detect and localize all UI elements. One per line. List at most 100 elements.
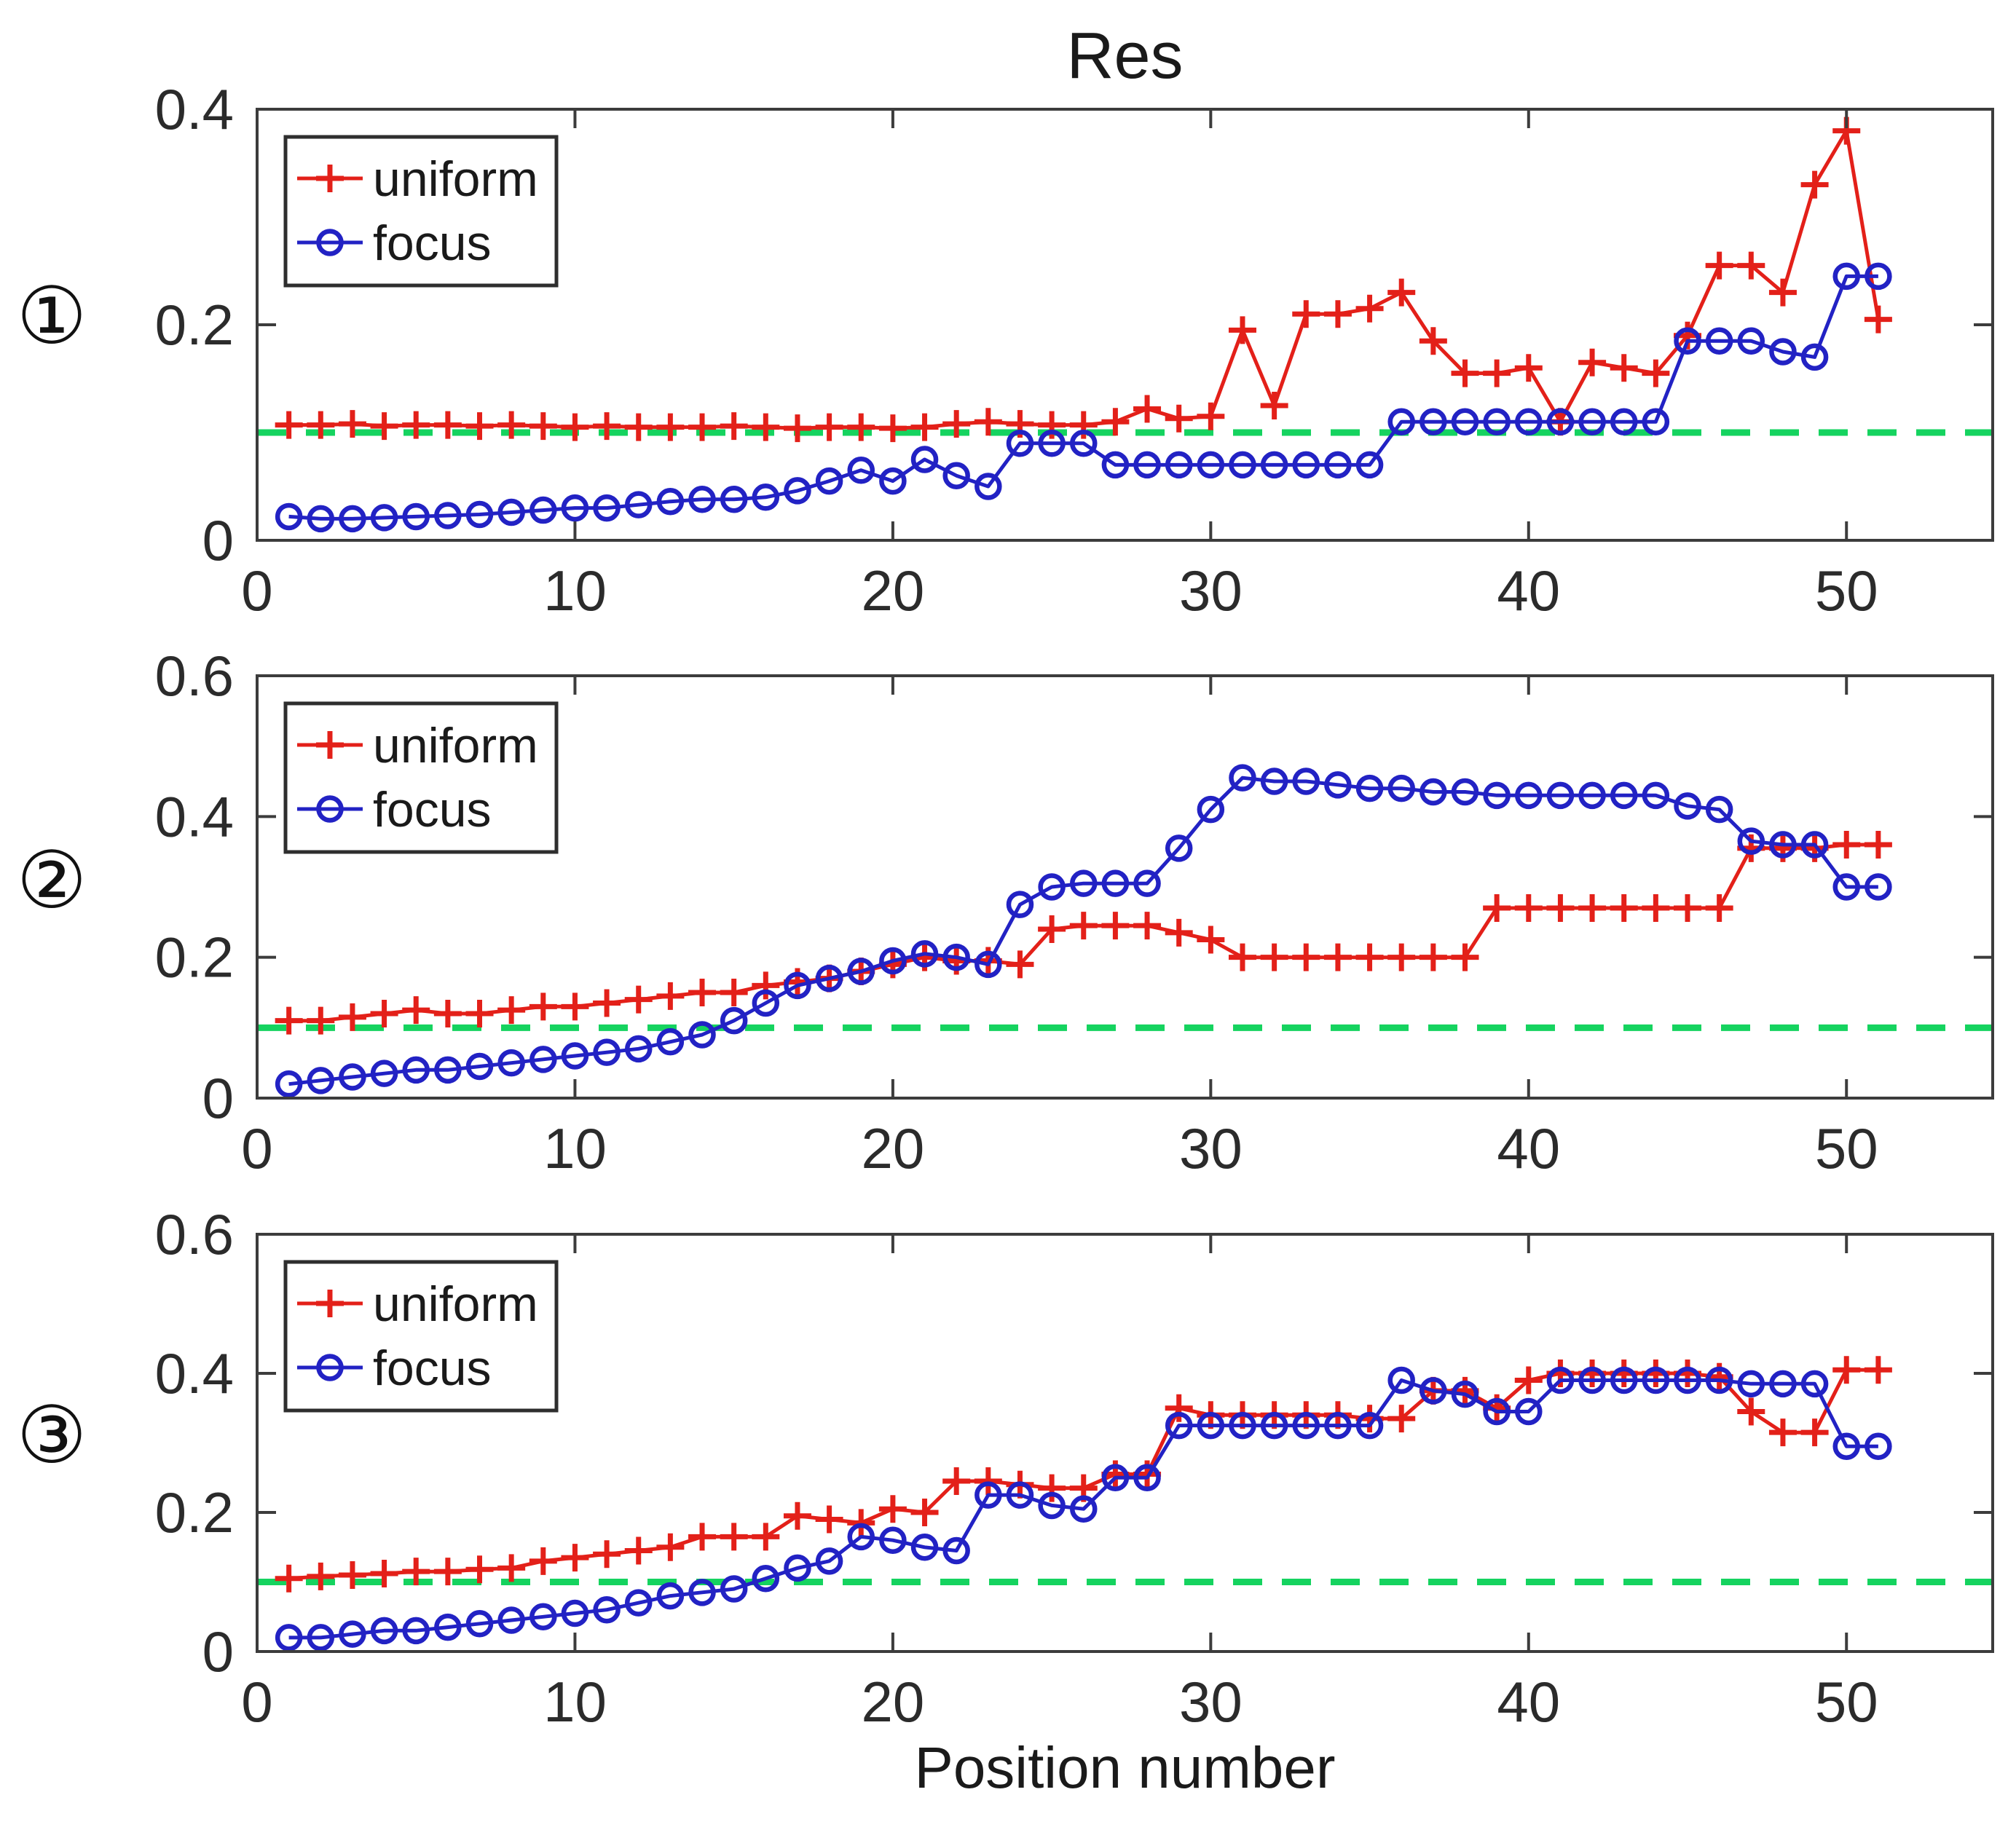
- circle-marker: [688, 1579, 716, 1606]
- circle-marker: [593, 1595, 621, 1624]
- circle-marker: [275, 502, 303, 531]
- circle-marker: [307, 505, 335, 533]
- circle-marker: [1324, 1411, 1352, 1440]
- circle-marker: [1006, 1481, 1034, 1509]
- circle-marker: [1420, 408, 1447, 435]
- uniform-series: [275, 831, 1892, 1035]
- y-tick-label: 0.6: [155, 1202, 234, 1266]
- circle-marker: [1546, 1366, 1575, 1394]
- x-tick-label: 50: [1815, 1670, 1878, 1734]
- circle-marker: [1737, 1370, 1765, 1398]
- circle-marker: [784, 1554, 811, 1582]
- circle-marker: [1610, 781, 1638, 810]
- circle-marker: [1229, 764, 1256, 792]
- circle-marker: [593, 1038, 621, 1066]
- x-tick-label: 20: [862, 1670, 925, 1734]
- focus-series: [275, 1366, 1892, 1652]
- circle-marker: [1610, 408, 1638, 435]
- y-tick-label: 0.4: [155, 784, 234, 848]
- circle-marker: [1387, 408, 1415, 435]
- circle-marker: [561, 1042, 589, 1070]
- legend-circle-icon: [316, 1354, 344, 1381]
- circle-marker: [624, 491, 653, 518]
- circle-marker: [1006, 430, 1034, 457]
- plus-markers: [275, 831, 1892, 1035]
- legend-circle-icon: [316, 229, 344, 256]
- circle-marker: [1610, 1366, 1638, 1394]
- y-tick-label: 0.4: [155, 77, 234, 141]
- legend-label-focus: focus: [373, 1341, 492, 1396]
- legend-label-uniform: uniform: [373, 718, 538, 773]
- circle-marker: [815, 964, 843, 993]
- y-tick-label: 0.2: [155, 293, 234, 357]
- figure-title: Res: [1066, 20, 1184, 92]
- circle-marker: [624, 1035, 653, 1063]
- circle-marker: [974, 1481, 1002, 1509]
- circle-marker: [1038, 1491, 1066, 1520]
- circle-marker: [1674, 792, 1701, 820]
- axes-box: [256, 674, 1994, 1100]
- legend-box: [283, 1260, 559, 1413]
- x-tick-label: 30: [1179, 1116, 1243, 1180]
- circle-marker: [720, 1575, 748, 1603]
- circle-marker: [1451, 778, 1479, 806]
- focus-series: [275, 262, 1892, 533]
- legend-box: [283, 701, 559, 854]
- legend: uniform focus: [283, 135, 559, 288]
- circle-marker: [1133, 1464, 1161, 1491]
- circle-marker: [339, 505, 366, 533]
- circle-marker: [529, 1603, 557, 1630]
- circle-marker: [402, 1056, 430, 1084]
- circle-marker: [1324, 771, 1352, 799]
- panel-2-index-label: ②: [16, 835, 87, 926]
- circle-marker: [942, 1536, 970, 1565]
- circle-marker: [497, 498, 525, 526]
- x-tick-label: 30: [1179, 1670, 1243, 1734]
- circle-marker: [1070, 869, 1098, 897]
- circle-marker: [1832, 262, 1860, 291]
- circle-marker: [1705, 1366, 1733, 1394]
- x-tick-label: 50: [1815, 559, 1878, 623]
- legend-plus-icon: [316, 1290, 344, 1317]
- circle-marker: [847, 1523, 875, 1551]
- circle-marker: [1705, 795, 1733, 824]
- subplot-3: 0 10 20 30 40 50 0 0.2 0.4 0.6 uniform focus: [155, 1202, 1994, 1734]
- circle-marker: [497, 1049, 525, 1077]
- circle-marker: [1260, 1411, 1288, 1440]
- x-tick-label: 10: [543, 1670, 607, 1734]
- axis-ticks: [256, 674, 1993, 1100]
- circle-marker: [656, 1582, 685, 1610]
- subplot-2: 0 10 20 30 40 50 0 0.2 0.4 0.6 uniform focus: [155, 644, 1994, 1180]
- circle-marker: [656, 487, 685, 516]
- circle-marker: [1865, 873, 1892, 901]
- circle-marker: [370, 1059, 398, 1087]
- circle-marker: [465, 1052, 494, 1081]
- circle-marker: [1355, 1411, 1384, 1440]
- circle-marker: [942, 462, 970, 489]
- circle-marker: [879, 467, 907, 495]
- circle-marker: [1642, 781, 1670, 810]
- circle-marker: [910, 446, 939, 473]
- circle-marker: [879, 947, 907, 975]
- circle-marker: [974, 473, 1002, 500]
- circle-marker: [1865, 262, 1892, 291]
- legend: uniform focus: [283, 1260, 559, 1413]
- x-tick-label: 50: [1815, 1116, 1878, 1180]
- circle-marker: [1229, 1411, 1256, 1440]
- circle-marker: [275, 1624, 303, 1652]
- plus-markers: [275, 1356, 1892, 1593]
- circle-marker: [529, 1046, 557, 1073]
- circle-marker: [720, 1006, 748, 1035]
- circle-marker: [275, 1070, 303, 1098]
- circle-marker: [879, 1526, 907, 1554]
- focus-series: [275, 764, 1892, 1098]
- circle-marker: [561, 494, 589, 522]
- circle-marker: [1515, 408, 1543, 435]
- circle-marker: [1674, 1366, 1701, 1394]
- panel-1-index-label: ①: [16, 271, 87, 362]
- circle-marker: [1133, 451, 1161, 479]
- circle-marker: [307, 1624, 335, 1652]
- circle-marker: [1006, 891, 1034, 918]
- y-tick-label: 0.4: [155, 1341, 234, 1405]
